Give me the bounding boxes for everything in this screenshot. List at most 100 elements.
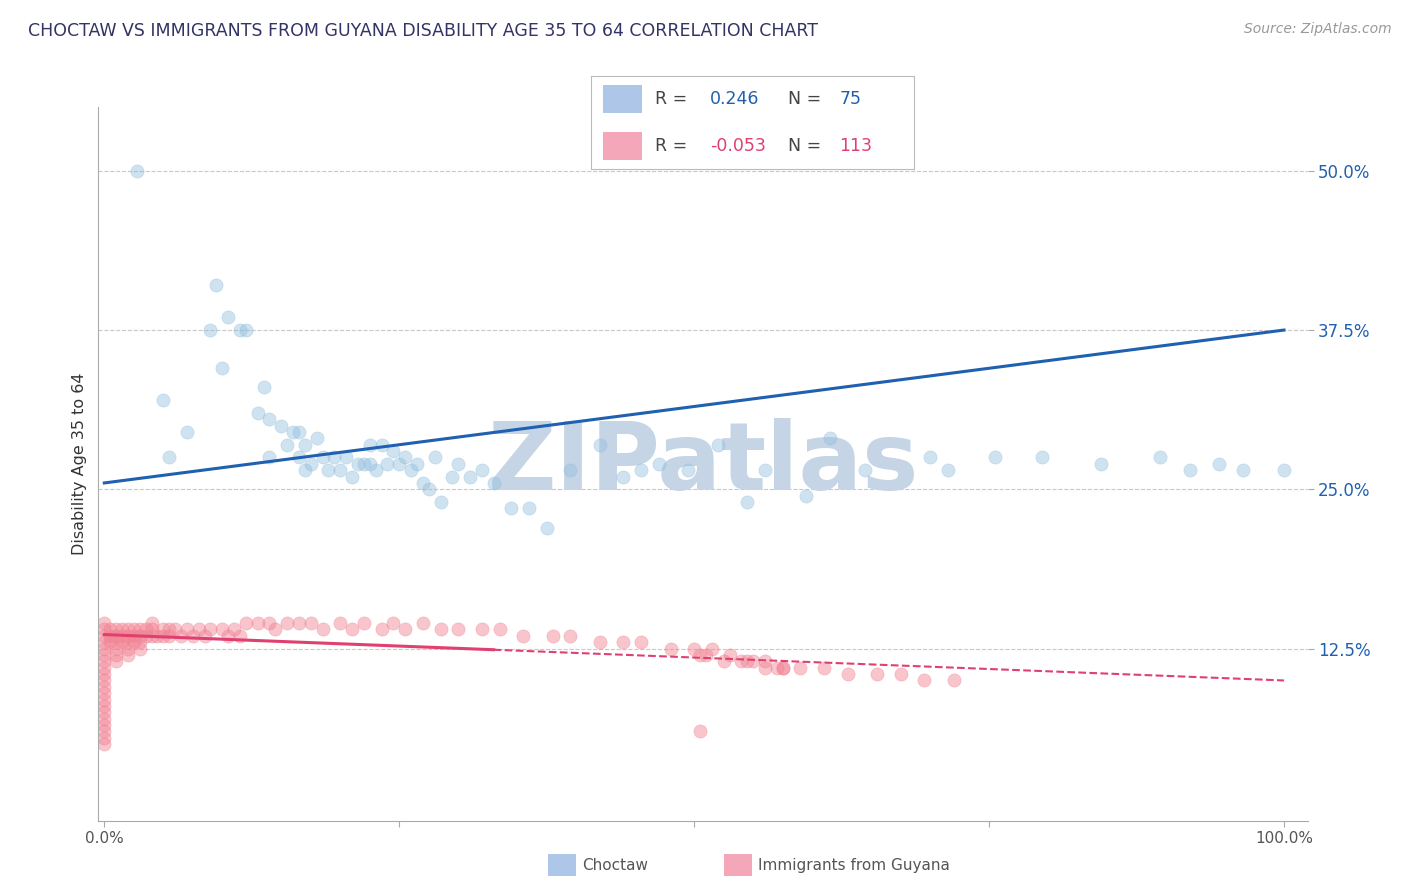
Point	[117, 629, 139, 643]
Text: 113: 113	[839, 137, 873, 155]
Point	[117, 635, 139, 649]
Point	[1272, 463, 1295, 477]
Point	[377, 457, 399, 471]
Point	[612, 469, 634, 483]
Point	[181, 629, 204, 643]
Point	[217, 629, 239, 643]
Point	[789, 661, 811, 675]
Point	[329, 616, 352, 631]
Point	[93, 737, 115, 751]
Point	[837, 667, 859, 681]
Point	[105, 635, 128, 649]
Point	[689, 724, 711, 739]
Point	[311, 623, 333, 637]
Point	[93, 673, 115, 688]
Point	[984, 450, 1007, 465]
Point	[713, 654, 735, 668]
Text: R =: R =	[655, 90, 688, 108]
Point	[135, 629, 157, 643]
Point	[488, 623, 510, 637]
Point	[259, 450, 281, 465]
Point	[471, 623, 494, 637]
Point	[111, 623, 134, 637]
Point	[340, 623, 363, 637]
Point	[299, 616, 322, 631]
Text: N =: N =	[787, 137, 821, 155]
Point	[347, 457, 370, 471]
Point	[536, 520, 558, 534]
Point	[318, 463, 340, 477]
Point	[135, 623, 157, 637]
Point	[382, 616, 405, 631]
Point	[93, 661, 115, 675]
Point	[141, 629, 163, 643]
Point	[157, 623, 180, 637]
Point	[157, 450, 180, 465]
Point	[264, 623, 287, 637]
Point	[742, 654, 765, 668]
Point	[276, 616, 298, 631]
Point	[942, 673, 965, 688]
Point	[259, 412, 281, 426]
Point	[1232, 463, 1254, 477]
Text: 0.246: 0.246	[710, 90, 759, 108]
Point	[176, 623, 198, 637]
Point	[353, 457, 375, 471]
Point	[252, 380, 274, 394]
Point	[730, 654, 752, 668]
Point	[399, 463, 422, 477]
Point	[1149, 450, 1171, 465]
Point	[146, 629, 169, 643]
Point	[200, 323, 222, 337]
Point	[323, 450, 346, 465]
Point	[141, 623, 163, 637]
Point	[93, 692, 115, 706]
Point	[128, 629, 150, 643]
Point	[235, 323, 257, 337]
Point	[648, 457, 671, 471]
Bar	[603, 85, 643, 113]
Point	[128, 635, 150, 649]
Point	[754, 654, 776, 668]
Text: 75: 75	[839, 90, 862, 108]
Y-axis label: Disability Age 35 to 64: Disability Age 35 to 64	[72, 373, 87, 555]
Point	[93, 686, 115, 700]
Point	[105, 654, 128, 668]
Point	[678, 463, 700, 477]
Point	[93, 698, 115, 713]
Point	[122, 629, 145, 643]
Point	[388, 457, 411, 471]
Point	[117, 641, 139, 656]
Point	[270, 418, 292, 433]
Point	[259, 616, 281, 631]
Point	[127, 163, 149, 178]
Point	[754, 661, 776, 675]
Point	[683, 641, 706, 656]
Point	[890, 667, 912, 681]
Point	[501, 501, 523, 516]
Point	[589, 635, 612, 649]
Point	[128, 641, 150, 656]
Point	[93, 635, 115, 649]
Point	[441, 469, 464, 483]
Point	[165, 623, 187, 637]
Point	[111, 629, 134, 643]
Point	[920, 450, 942, 465]
Point	[111, 635, 134, 649]
Point	[458, 469, 481, 483]
Point	[394, 623, 416, 637]
Point	[246, 616, 269, 631]
Point	[170, 629, 193, 643]
Point	[122, 635, 145, 649]
Point	[294, 438, 316, 452]
Text: ZIPatlas: ZIPatlas	[488, 417, 918, 510]
Point	[447, 623, 470, 637]
Point	[429, 495, 451, 509]
Point	[541, 629, 564, 643]
Point	[93, 712, 115, 726]
Point	[205, 278, 228, 293]
Point	[706, 438, 728, 452]
Point	[93, 654, 115, 668]
Point	[93, 648, 115, 662]
Point	[93, 731, 115, 745]
